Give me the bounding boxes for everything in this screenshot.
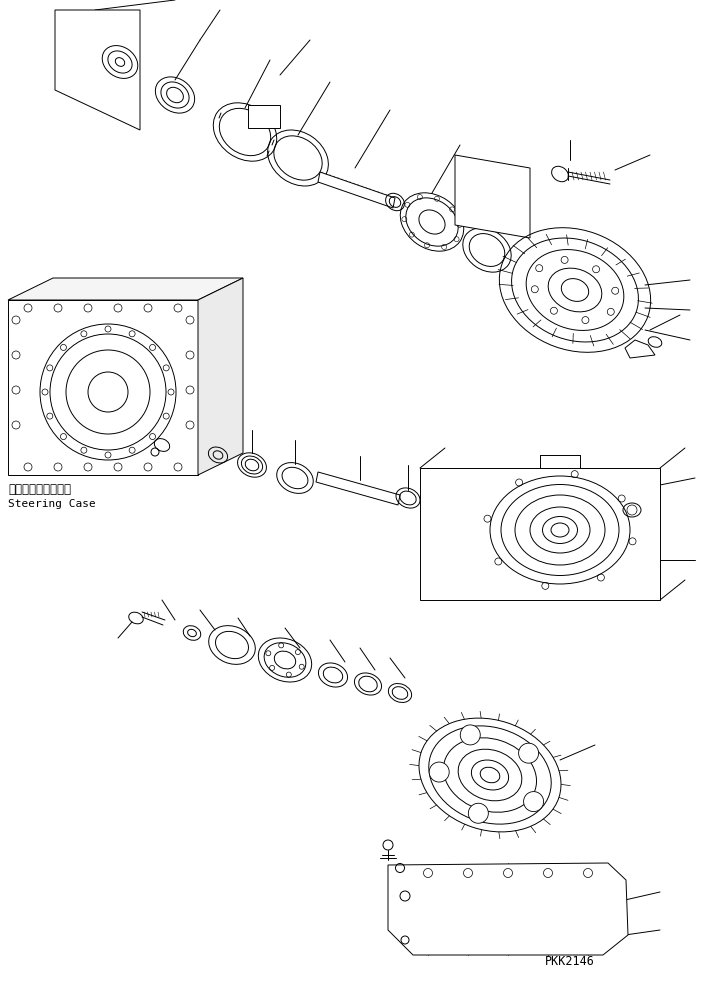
Circle shape xyxy=(468,803,489,823)
Circle shape xyxy=(429,762,449,782)
Text: Steering Case: Steering Case xyxy=(8,499,96,509)
Circle shape xyxy=(460,725,480,745)
Ellipse shape xyxy=(419,718,561,832)
Text: PKK2146: PKK2146 xyxy=(545,955,595,968)
Polygon shape xyxy=(455,155,530,238)
Circle shape xyxy=(40,324,176,460)
Polygon shape xyxy=(388,863,628,955)
Polygon shape xyxy=(55,10,140,130)
Polygon shape xyxy=(318,172,395,208)
Polygon shape xyxy=(8,278,243,300)
Polygon shape xyxy=(625,340,655,358)
Polygon shape xyxy=(198,278,243,475)
Polygon shape xyxy=(316,472,400,505)
Polygon shape xyxy=(420,468,660,600)
Ellipse shape xyxy=(490,476,630,584)
Text: ステアリングケース: ステアリングケース xyxy=(8,483,71,496)
Circle shape xyxy=(519,744,539,763)
Polygon shape xyxy=(8,300,198,475)
Circle shape xyxy=(524,792,543,811)
Polygon shape xyxy=(248,105,280,128)
